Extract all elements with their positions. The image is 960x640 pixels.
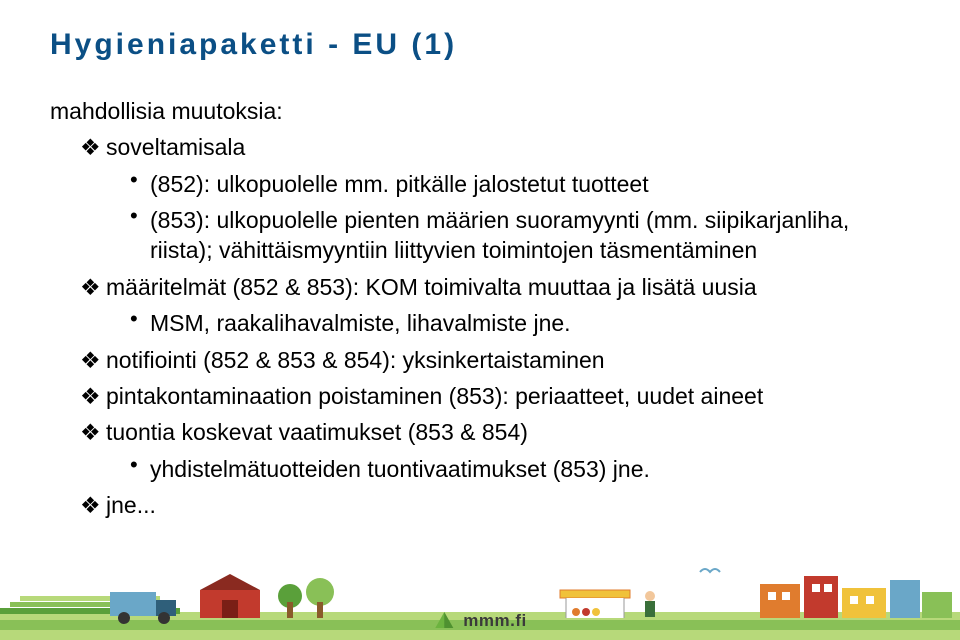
slide-title: Hygieniapaketti - EU (1)	[50, 28, 910, 62]
slide: Hygieniapaketti - EU (1) mahdollisia muu…	[0, 0, 960, 640]
bullet-tuontia: tuontia koskevat vaatimukset (853 & 854)	[80, 417, 910, 447]
subbullet-852: (852): ulkopuolelle mm. pitkälle jaloste…	[130, 169, 910, 199]
slide-body: mahdollisia muutoksia: soveltamisala (85…	[50, 96, 910, 520]
bullet-soveltamisala: soveltamisala	[80, 132, 910, 162]
subbullet-yhdistelma: yhdistelmätuotteiden tuontivaatimukset (…	[130, 454, 910, 484]
bullet-jne: jne...	[80, 490, 910, 520]
bullet-notifiointi: notifiointi (852 & 853 & 854): yksinkert…	[80, 345, 910, 375]
subbullet-853: (853): ulkopuolelle pienten määrien suor…	[130, 205, 910, 266]
logo-text: mmm.fi	[463, 611, 526, 631]
intro-line: mahdollisia muutoksia:	[50, 96, 910, 126]
bullet-maaritelmat: määritelmät (852 & 853): KOM toimivalta …	[80, 272, 910, 302]
bullet-pintakontaminaation: pintakontaminaation poistaminen (853): p…	[80, 381, 910, 411]
logo-triangle-icon	[433, 610, 455, 632]
subbullet-msm: MSM, raakalihavalmiste, lihavalmiste jne…	[130, 308, 910, 338]
footer-logo: mmm.fi	[433, 610, 526, 632]
